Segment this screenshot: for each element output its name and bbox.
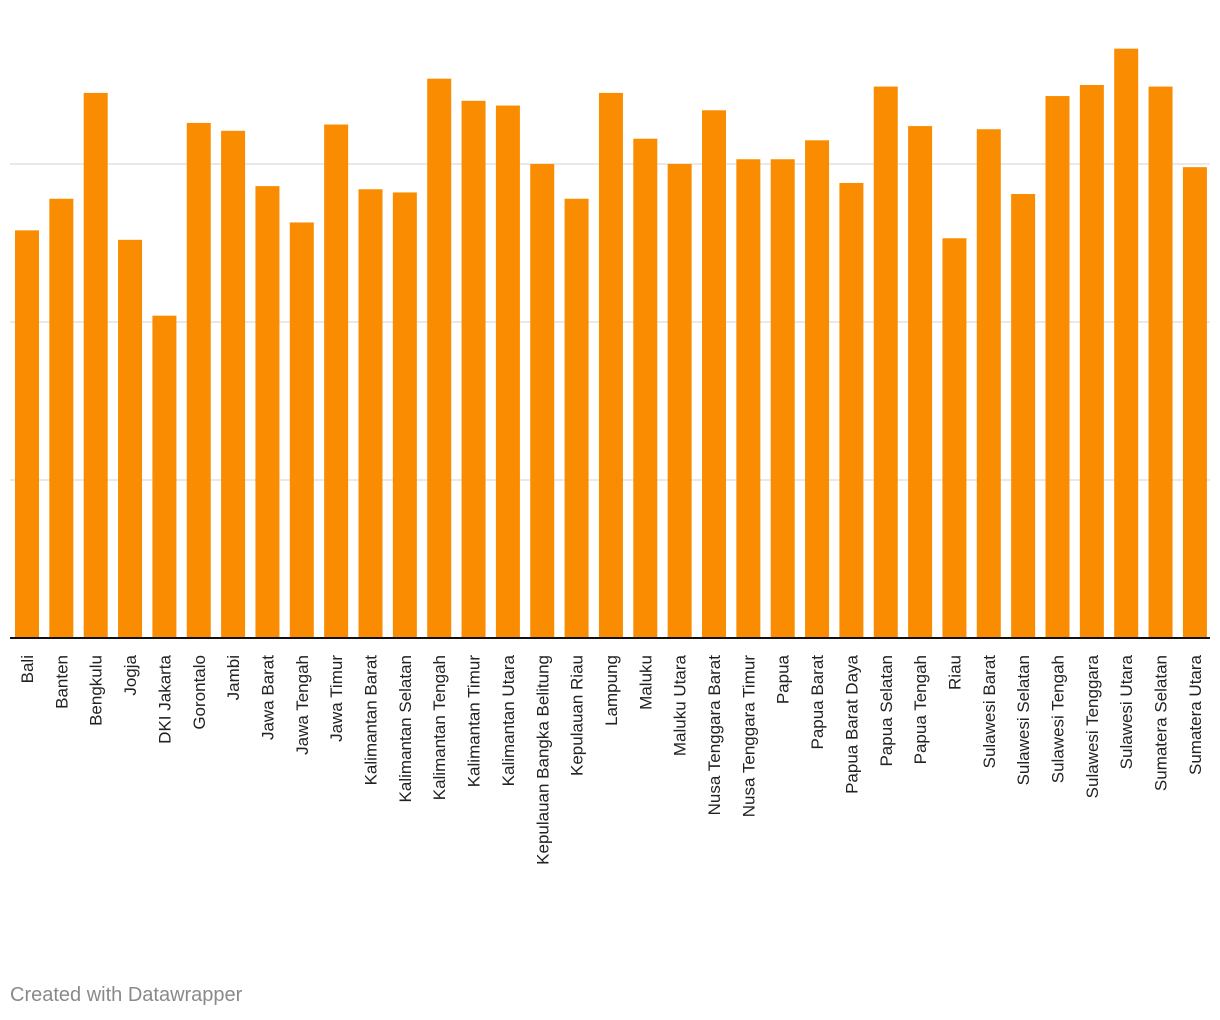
bar[interactable] <box>564 198 589 638</box>
bar[interactable] <box>770 159 795 638</box>
bar[interactable] <box>1045 96 1070 638</box>
x-tick-label: Kalimantan Barat <box>362 655 381 786</box>
x-tick-label: Jawa Barat <box>258 655 277 740</box>
x-tick-label: Sulawesi Tengah <box>1049 655 1068 783</box>
bar[interactable] <box>1114 48 1139 639</box>
bar[interactable] <box>633 138 658 638</box>
bar[interactable] <box>702 110 726 638</box>
bar[interactable] <box>736 159 761 638</box>
bar[interactable] <box>667 164 692 638</box>
bar[interactable] <box>1148 86 1173 638</box>
bar[interactable] <box>976 129 1001 639</box>
x-tick-label: Sumatera Selatan <box>1152 655 1171 791</box>
bar[interactable] <box>495 105 520 639</box>
bar[interactable] <box>598 92 623 638</box>
bar[interactable] <box>289 222 314 638</box>
x-tick-label: Papua <box>774 654 793 704</box>
x-tick-label: Kalimantan Timur <box>465 655 484 788</box>
x-tick-label: Papua Barat <box>808 655 827 750</box>
bar[interactable] <box>392 192 417 638</box>
bar[interactable] <box>358 189 383 638</box>
bar[interactable] <box>255 186 280 638</box>
x-tick-label: Bengkulu <box>87 655 106 726</box>
bar[interactable] <box>839 182 864 638</box>
x-tick-label: Kalimantan Tengah <box>430 655 449 800</box>
bar[interactable] <box>83 92 108 638</box>
bar[interactable] <box>1079 85 1104 638</box>
x-tick-label: Nusa Tenggara Barat <box>705 655 724 816</box>
x-tick-label: Kalimantan Selatan <box>396 655 415 802</box>
x-tick-label: Bali <box>18 655 37 683</box>
x-tick-label: Kepulauan Bangka Belitung <box>533 655 552 865</box>
x-tick-label: Nusa Tenggara Timur <box>739 655 758 818</box>
x-tick-label: Gorontalo <box>190 655 209 730</box>
bar[interactable] <box>530 164 555 638</box>
x-tick-label: Lampung <box>602 655 621 726</box>
bar[interactable] <box>805 140 830 639</box>
x-tick-label: Jawa Tengah <box>293 655 312 755</box>
x-tick-label: Maluku Utara <box>671 654 690 756</box>
x-tick-label: Kalimantan Utara <box>499 654 518 786</box>
x-tick-label: Kepulauan Riau <box>568 655 587 776</box>
bar[interactable] <box>1182 167 1207 638</box>
bar[interactable] <box>873 86 898 638</box>
x-tick-label: Papua Selatan <box>877 655 896 767</box>
x-tick-label: Sulawesi Tenggara <box>1083 654 1102 798</box>
x-tick-label: Sumatera Utara <box>1186 654 1205 775</box>
bar[interactable] <box>186 122 211 639</box>
bar[interactable] <box>1011 194 1036 638</box>
x-tick-label: Papua Barat Daya <box>842 654 861 793</box>
bar[interactable] <box>49 198 74 638</box>
bar[interactable] <box>461 100 486 639</box>
bar[interactable] <box>908 126 933 638</box>
x-tick-label: Sulawesi Selatan <box>1014 655 1033 785</box>
bar[interactable] <box>221 130 246 638</box>
x-tick-label: Sulawesi Utara <box>1117 654 1136 769</box>
x-tick-label: Jogja <box>121 654 140 695</box>
x-tick-label: DKI Jakarta <box>155 654 174 743</box>
bar[interactable] <box>942 238 967 638</box>
bar[interactable] <box>152 315 177 638</box>
x-tick-label: Banten <box>52 655 71 709</box>
x-tick-label: Jambi <box>224 655 243 700</box>
bar[interactable] <box>118 239 143 638</box>
bar[interactable] <box>427 78 452 639</box>
x-tick-label: Sulawesi Barat <box>980 655 999 769</box>
x-tick-label: Jawa Timur <box>327 655 346 742</box>
footer-credit[interactable]: Created with Datawrapper <box>10 984 243 1006</box>
bar[interactable] <box>324 124 349 639</box>
x-tick-label: Maluku <box>636 655 655 710</box>
x-tick-label: Papua Tengah <box>911 655 930 764</box>
bar[interactable] <box>15 230 39 639</box>
x-tick-label: Riau <box>945 655 964 690</box>
